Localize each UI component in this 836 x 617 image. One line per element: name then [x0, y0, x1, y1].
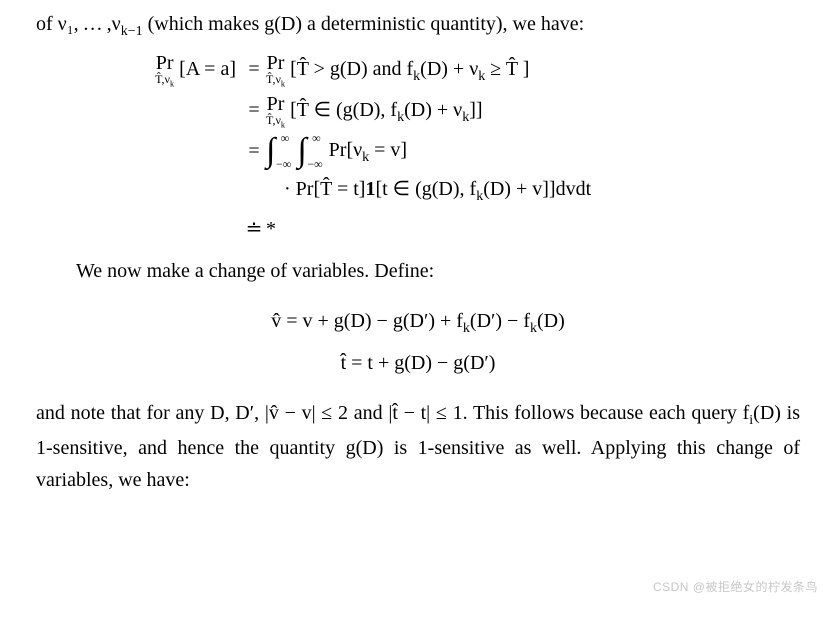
eq-sign-1: = — [242, 53, 266, 85]
eq2-rhs: Pr T̂,νk [T̂ ∈ (g(D), fk(D) + νk]] — [266, 94, 800, 130]
page-content: of ν₁, … ,νk−1 (which makes g(D) a deter… — [0, 0, 836, 496]
doteq-sign: ≐ — [242, 213, 266, 245]
intro-text-2: (which makes g(D) a deterministic quanti… — [143, 13, 585, 35]
eq-sign-2: = — [242, 94, 266, 126]
paragraph-2: We now make a change of variables. Defin… — [36, 255, 800, 287]
eq4-rhs: · Pr[T̂ = t]1[t ∈ (g(D), fk(D) + v]]dvdt — [266, 173, 800, 208]
intro-sub: k−1 — [121, 24, 143, 39]
pr-sub: T̂,νk — [155, 73, 174, 89]
watermark-text: CSDN @被拒绝女的柠发条鸟 — [653, 578, 818, 595]
pr-op-lhs: Pr T̂,νk — [155, 53, 174, 89]
integral-2: ∫ ∞ −∞ — [297, 134, 306, 168]
rhs1-a: [T̂ > g(D) and f — [290, 58, 413, 80]
lhs-bracket: [A = a] — [179, 58, 236, 80]
eq-row-2: = Pr T̂,νk [T̂ ∈ (g(D), fk(D) + νk]] — [36, 94, 800, 130]
integral-1: ∫ ∞ −∞ — [266, 134, 275, 168]
eq1-rhs: Pr T̂,νk [T̂ > g(D) and fk(D) + νk ≥ T̂ … — [266, 53, 800, 89]
equation-block-1: Pr T̂,νk [A = a] = Pr T̂,νk [T̂ > g(D) a… — [36, 53, 800, 244]
pr-op-r2: Pr T̂,νk — [266, 94, 285, 130]
paragraph-3: and note that for any D, D′, |v̂ − v| ≤ … — [36, 397, 800, 496]
intro-text-1: of ν₁, … ,ν — [36, 13, 121, 35]
eq5-rhs: * — [266, 213, 800, 245]
cv-line-2: t̂ = t + g(D) − g(D′) — [36, 343, 800, 383]
eq-row-3: = ∫ ∞ −∞ ∫ ∞ −∞ Pr[νk = v] — [36, 134, 800, 169]
eq-sign-3: = — [242, 135, 266, 167]
equation-block-2: v̂ = v + g(D) − g(D′) + fk(D′) − fk(D) t… — [36, 301, 800, 383]
eq1-lhs: Pr T̂,νk [A = a] — [36, 53, 242, 89]
pr-op-r1: Pr T̂,νk — [266, 53, 285, 89]
eq-row-5: ≐ * — [36, 213, 800, 245]
eq-row-1: Pr T̂,νk [A = a] = Pr T̂,νk [T̂ > g(D) a… — [36, 53, 800, 89]
eq-row-4: · Pr[T̂ = t]1[t ∈ (g(D), fk(D) + v]]dvdt — [36, 173, 800, 208]
eq3-rhs: ∫ ∞ −∞ ∫ ∞ −∞ Pr[νk = v] — [266, 134, 800, 169]
cv-line-1: v̂ = v + g(D) − g(D′) + fk(D′) − fk(D) — [36, 301, 800, 343]
intro-paragraph: of ν₁, … ,νk−1 (which makes g(D) a deter… — [36, 8, 800, 43]
